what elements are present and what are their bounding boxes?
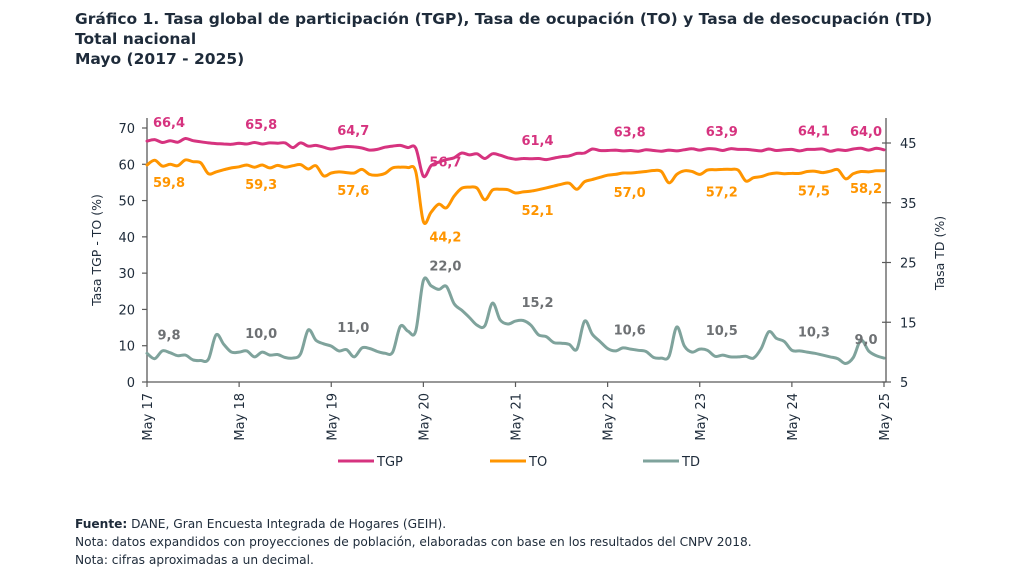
data-label-tgp: 64,7 xyxy=(337,124,369,139)
y-right-tick-label: 45 xyxy=(900,137,917,152)
series-line-to xyxy=(145,158,886,225)
y-right-tick-label: 15 xyxy=(900,316,917,331)
chart-title-line1: Gráfico 1. Tasa global de participación … xyxy=(75,10,933,28)
data-label-to: 57,2 xyxy=(706,185,738,200)
data-label-td: 11,0 xyxy=(337,321,369,336)
chart-title: Gráfico 1. Tasa global de participación … xyxy=(75,9,932,69)
series-lines xyxy=(145,136,886,365)
data-label-to: 57,0 xyxy=(614,186,646,201)
data-label-td: 10,3 xyxy=(798,325,830,340)
legend-label-td: TD xyxy=(681,455,700,470)
data-label-tgp: 56,7 xyxy=(429,155,461,170)
legend-label-tgp: TGP xyxy=(376,455,403,470)
y-right-tick-label: 25 xyxy=(900,257,917,272)
legend: TGP TO TD xyxy=(338,455,700,470)
chart-title-line2: Total nacional xyxy=(75,30,197,48)
x-tick-label: May 21 xyxy=(510,393,525,441)
data-label-to: 58,2 xyxy=(850,182,882,197)
data-label-td: 22,0 xyxy=(429,259,461,274)
legend-label-to: TO xyxy=(528,455,547,470)
data-label-tgp: 64,1 xyxy=(798,124,830,139)
y-left-tick-label: 60 xyxy=(118,158,135,173)
chart-notes: Fuente: DANE, Gran Encuesta Integrada de… xyxy=(75,515,752,569)
data-label-to: 52,1 xyxy=(521,204,553,219)
x-tick-label: May 22 xyxy=(602,393,617,441)
y-axis-left-title: Tasa TGP - TO (%) xyxy=(89,194,104,307)
data-label-td: 10,0 xyxy=(245,327,277,342)
note-rounding: Nota: cifras aproximadas a un decimal. xyxy=(75,553,314,567)
y-left-tick-label: 0 xyxy=(127,376,135,391)
x-tick-label: May 17 xyxy=(141,393,156,441)
y-left-tick-label: 30 xyxy=(118,267,135,282)
data-label-td: 10,5 xyxy=(706,324,738,339)
chart-title-line3: Mayo (2017 - 2025) xyxy=(75,50,245,68)
x-tick-label: May 25 xyxy=(878,393,893,441)
series-line-td xyxy=(145,276,886,365)
x-tick-label: May 19 xyxy=(325,393,340,441)
data-label-tgp: 65,8 xyxy=(245,118,277,133)
data-label-td: 9,0 xyxy=(854,333,877,348)
data-labels: 66,4 65,8 64,7 56,7 61,4 63,8 63,9 64,1 64,0 59,8… xyxy=(153,116,882,348)
data-label-td: 15,2 xyxy=(521,296,553,311)
y-axis-right-title: Tasa TD (%) xyxy=(932,216,947,291)
x-tick-label: May 20 xyxy=(417,393,432,441)
data-label-td: 10,6 xyxy=(614,324,646,339)
data-label-tgp: 61,4 xyxy=(521,134,553,149)
y-left-tick-label: 70 xyxy=(118,122,135,137)
y-left-tick-label: 50 xyxy=(118,195,135,210)
series-line-tgp xyxy=(145,136,886,179)
y-left-tick-label: 40 xyxy=(118,231,135,246)
data-label-tgp: 64,0 xyxy=(850,125,882,140)
axes: 0 10 20 30 40 50 60 70 5 15 25 35 45 May 17 May 18 May … xyxy=(89,118,947,441)
data-label-to: 57,5 xyxy=(798,184,830,199)
data-label-to: 44,2 xyxy=(429,231,461,246)
x-tick-label: May 24 xyxy=(786,393,801,441)
data-label-to: 57,6 xyxy=(337,184,369,199)
data-label-to: 59,3 xyxy=(245,178,277,193)
data-label-tgp: 63,8 xyxy=(614,125,646,140)
data-label-to: 59,8 xyxy=(153,176,185,191)
x-tick-label: May 23 xyxy=(694,393,709,441)
y-right-tick-label: 35 xyxy=(900,197,917,212)
x-tick-label: May 18 xyxy=(233,393,248,441)
y-left-tick-label: 10 xyxy=(118,340,135,355)
source-line: Fuente: DANE, Gran Encuesta Integrada de… xyxy=(75,515,752,533)
y-right-tick-label: 5 xyxy=(900,376,908,391)
data-label-tgp: 63,9 xyxy=(706,125,738,140)
data-label-tgp: 66,4 xyxy=(153,116,185,131)
data-label-td: 9,8 xyxy=(157,328,180,343)
note-projections: Nota: datos expandidos con proyecciones … xyxy=(75,535,752,549)
source-text: DANE, Gran Encuesta Integrada de Hogares… xyxy=(127,517,447,531)
source-label: Fuente: xyxy=(75,517,128,531)
y-left-tick-label: 20 xyxy=(118,303,135,318)
